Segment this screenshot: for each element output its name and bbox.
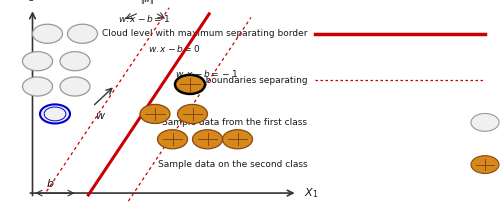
Ellipse shape [471,156,499,173]
Ellipse shape [471,114,499,131]
Text: $w.x-b=0$: $w.x-b=0$ [148,43,200,54]
Text: $\frac{2}{\|w\|}$: $\frac{2}{\|w\|}$ [140,0,155,7]
Ellipse shape [222,130,252,149]
Ellipse shape [192,130,222,149]
Text: Cloud level with maximum separating border: Cloud level with maximum separating bord… [102,29,308,38]
Text: $X_2$: $X_2$ [20,0,34,4]
Ellipse shape [175,75,205,94]
Ellipse shape [178,104,208,123]
Ellipse shape [22,52,52,71]
Text: Sample data from the first class: Sample data from the first class [162,118,308,127]
Text: $w.x-b=1$: $w.x-b=1$ [118,13,170,24]
Text: $X_1$: $X_1$ [304,186,318,200]
Text: $b$: $b$ [46,177,54,189]
Ellipse shape [140,104,170,123]
Ellipse shape [32,24,62,43]
Text: Sample data on the second class: Sample data on the second class [158,160,308,169]
Ellipse shape [60,77,90,96]
Text: $w.x-b=-1$: $w.x-b=-1$ [175,68,238,79]
Ellipse shape [22,77,52,96]
Text: The boundaries separating: The boundaries separating [186,76,308,85]
Ellipse shape [44,107,66,121]
Ellipse shape [60,52,90,71]
Ellipse shape [40,104,70,123]
Ellipse shape [68,24,98,43]
Ellipse shape [158,130,188,149]
Text: $w$: $w$ [95,111,106,121]
